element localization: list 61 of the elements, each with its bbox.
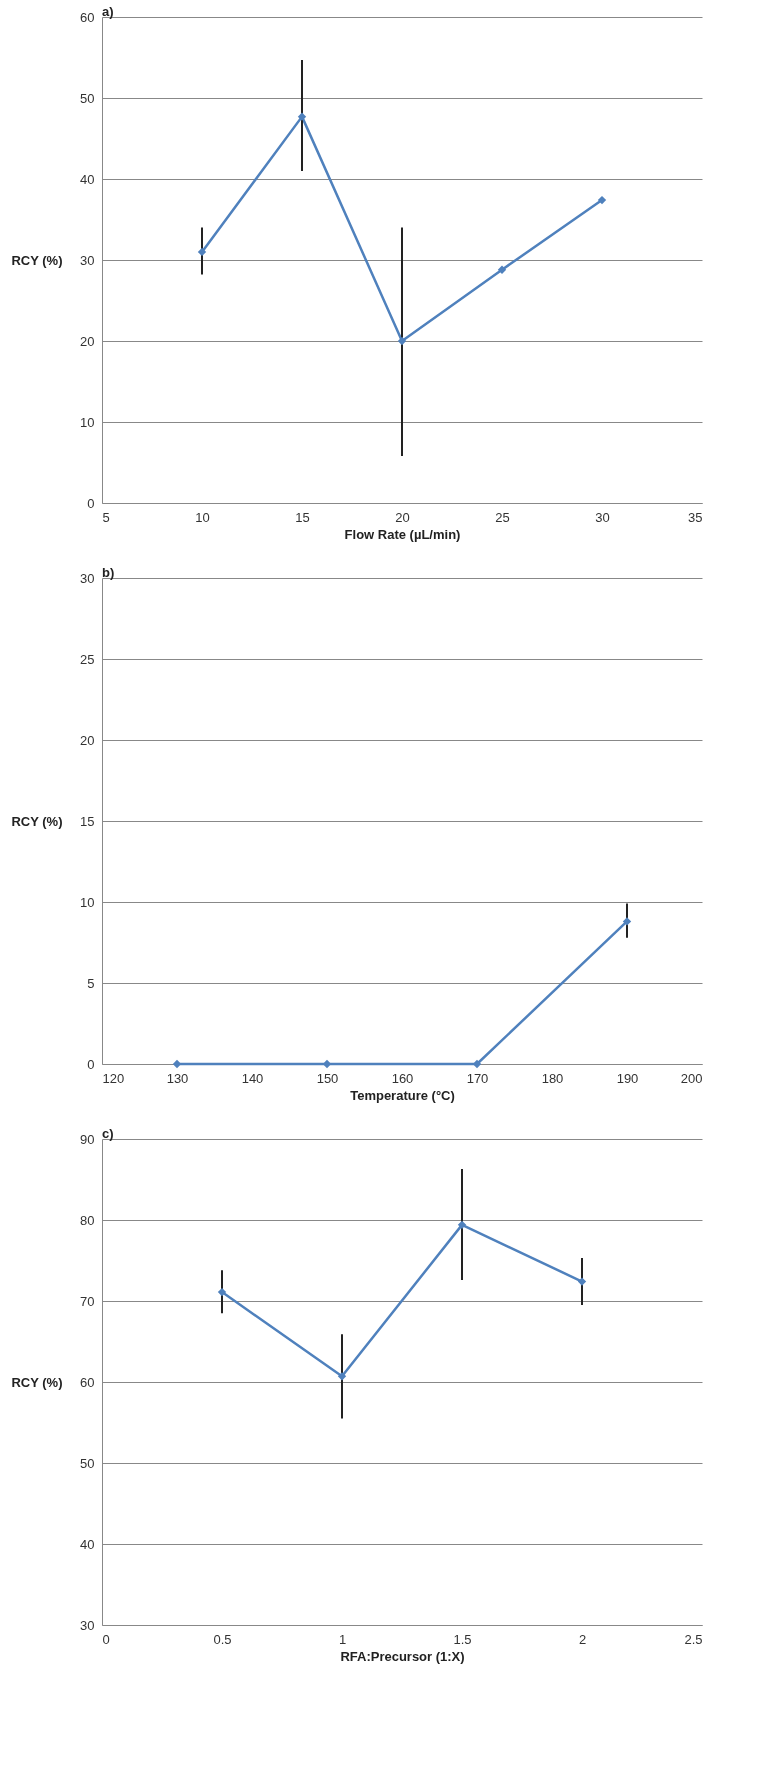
x-tick-label: 190 [616,1070,639,1086]
chart-title: a) [102,4,114,19]
x-tick-label: 20 [395,509,410,525]
x-tick-label: 35 [688,509,703,525]
y-tick-label: 50 [80,90,95,106]
chart-title: c) [102,1126,114,1141]
y-tick-label: 25 [80,651,95,667]
point [397,336,407,346]
x-tick-label: 1 [338,1631,347,1647]
point [197,247,207,257]
x-tick-label: 120 [102,1070,125,1086]
x-tick-label: 200 [680,1070,703,1086]
x-tick-label: 0.5 [213,1631,232,1647]
y-tick-label: 70 [80,1293,95,1309]
y-axis-title: RCY (%) [11,252,63,268]
y-tick-label: 90 [80,1131,95,1147]
y-tick-label: 10 [80,414,95,430]
x-tick-label: 25 [495,509,510,525]
x-tick-label: 160 [391,1070,414,1086]
chart-title: b) [102,565,115,580]
point [497,265,507,274]
y-tick-label: 60 [80,9,95,25]
point [597,195,607,205]
x-tick-label: 150 [316,1070,339,1086]
y-axis-title: RCY (%) [11,813,63,829]
y-tick-label: 0 [87,495,95,511]
y-tick-label: 30 [80,570,95,586]
x-axis-title: Flow Rate (µL/min) [344,526,461,542]
point [457,1220,467,1230]
y-tick-label: 40 [80,1536,95,1552]
x-tick-label: 30 [595,509,610,525]
point [577,1277,587,1286]
y-tick-label: 15 [80,813,95,829]
y-tick-label: 80 [80,1212,95,1228]
x-tick-label: 10 [195,509,210,525]
x-tick-label: 0 [102,1631,110,1647]
y-tick-label: 50 [80,1455,95,1471]
point [297,112,307,121]
x-axis-title: Temperature (°C) [350,1087,455,1103]
y-tick-label: 0 [87,1056,95,1072]
point [337,1372,347,1381]
y-tick-label: 20 [80,333,95,349]
x-tick-label: 2.5 [684,1631,703,1647]
y-tick-label: 10 [80,894,95,910]
y-tick-label: 5 [87,975,95,991]
point [217,1287,227,1297]
y-tick-label: 30 [80,252,95,268]
x-tick-label: 180 [541,1070,564,1086]
x-tick-label: 170 [466,1070,489,1086]
x-axis-title: RFA:Precursor (1:X) [340,1648,465,1664]
y-tick-label: 60 [80,1374,95,1390]
x-tick-label: 130 [166,1070,189,1086]
y-tick-label: 30 [80,1617,95,1633]
x-tick-label: 15 [295,509,310,525]
x-tick-label: 5 [102,509,110,525]
x-tick-label: 1.5 [453,1631,472,1647]
y-tick-label: 20 [80,732,95,748]
y-tick-label: 40 [80,171,95,187]
x-tick-label: 2 [578,1631,587,1647]
x-tick-label: 140 [241,1070,264,1086]
y-axis-title: RCY (%) [11,1374,63,1390]
